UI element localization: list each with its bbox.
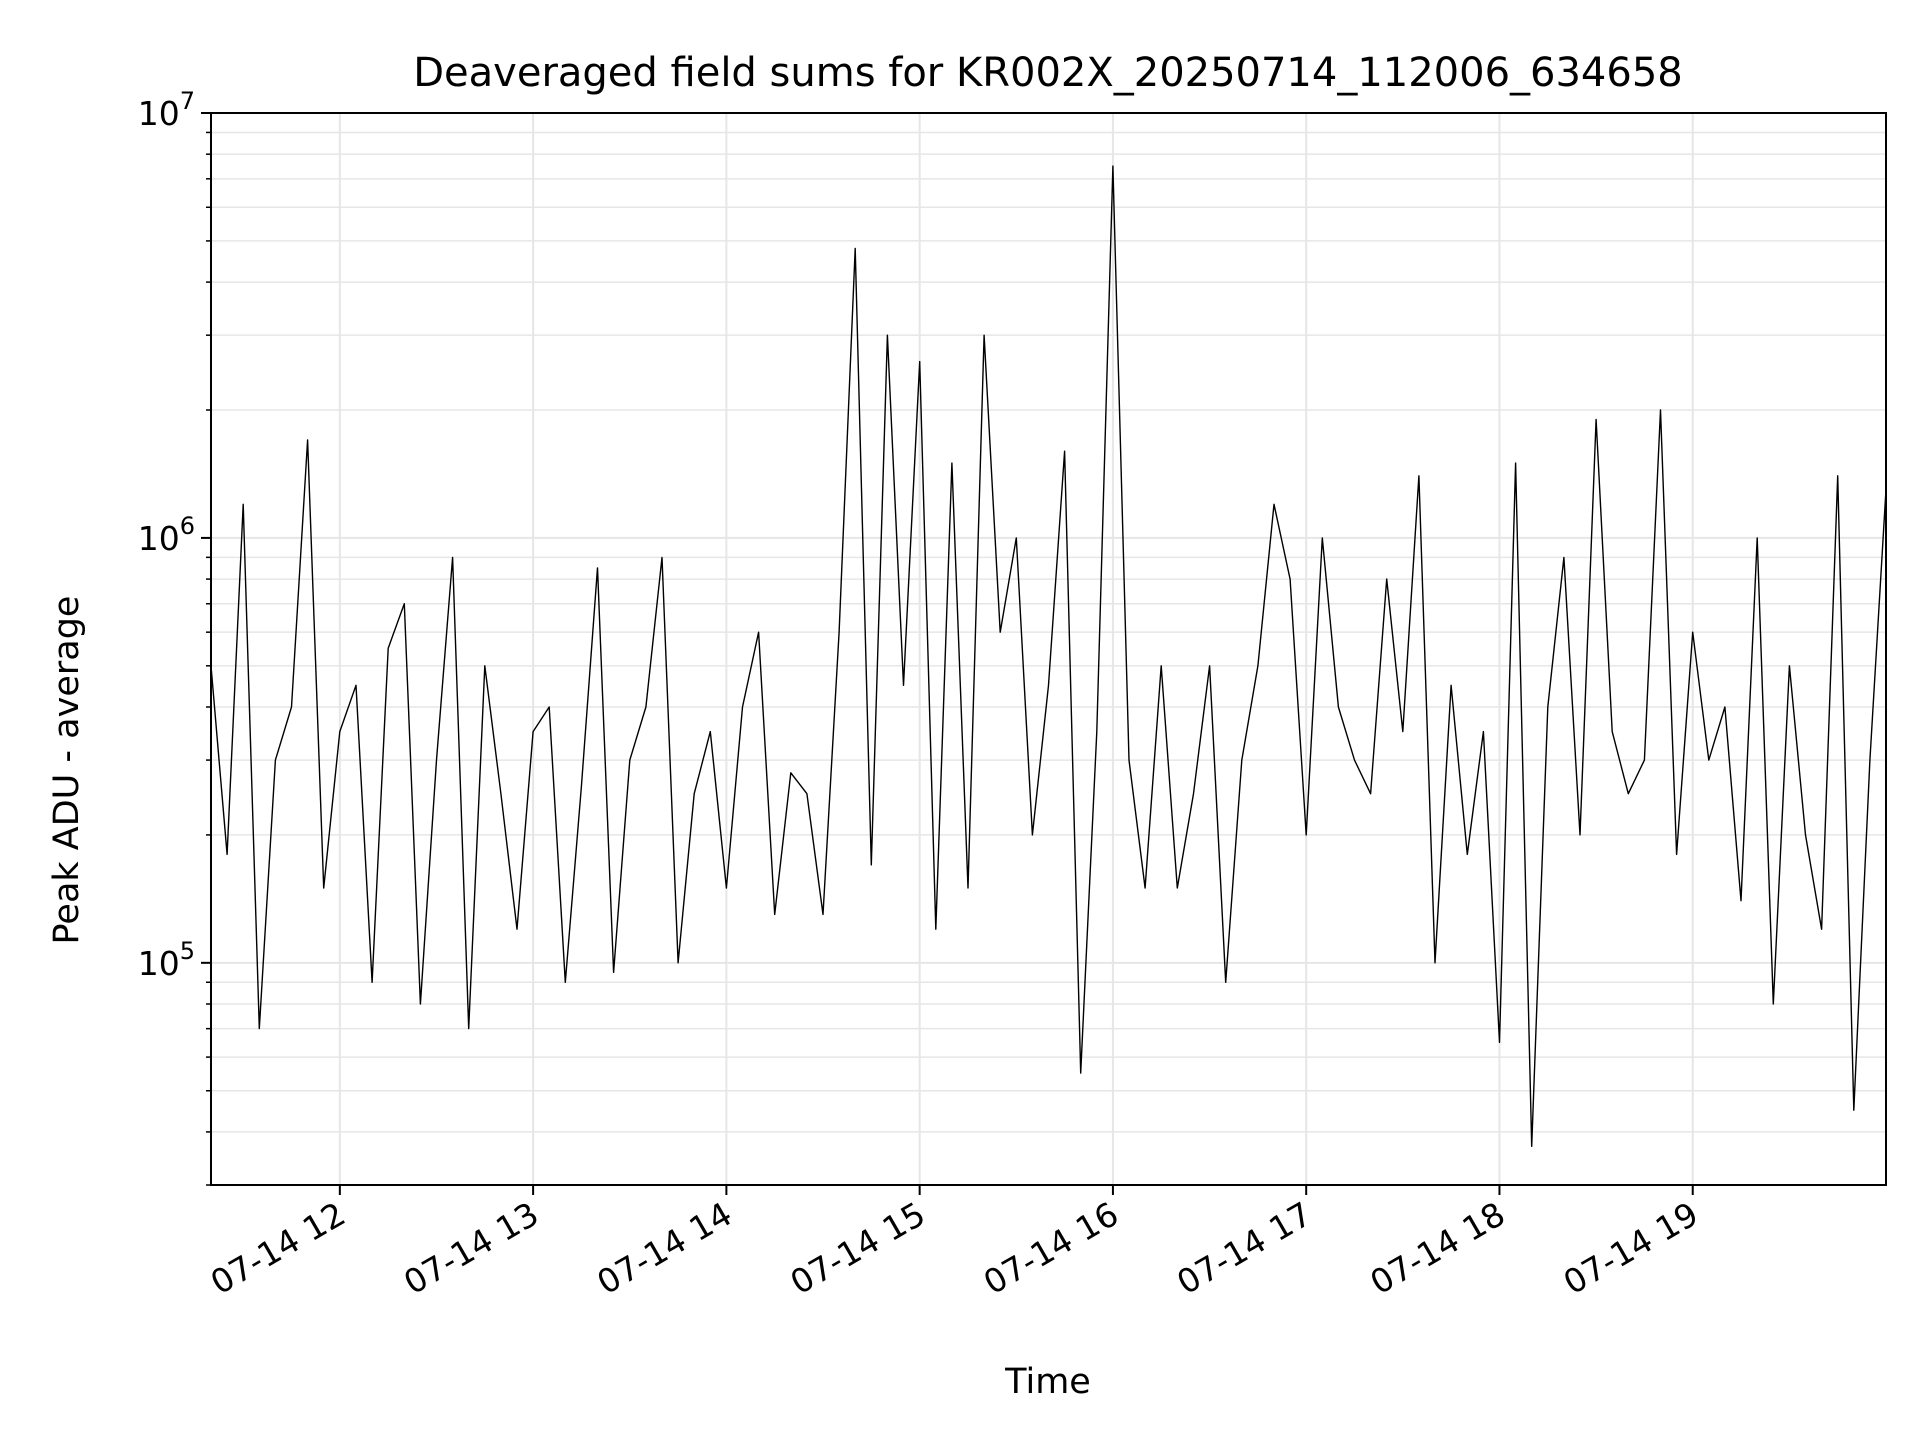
y-tick-label: 106 [138, 512, 195, 558]
plot-frame [210, 112, 1887, 1186]
y-tick-label: 107 [138, 87, 195, 133]
x-axis-label: Time [1004, 1362, 1091, 1402]
y-axis-label: Peak ADU - average [47, 596, 87, 945]
series-line-group [210, 165, 1887, 1148]
chart-title: Deaveraged field sums for KR002X_2025071… [413, 50, 1682, 96]
y-tick-label: 105 [138, 937, 195, 983]
series-line [210, 165, 1887, 1148]
